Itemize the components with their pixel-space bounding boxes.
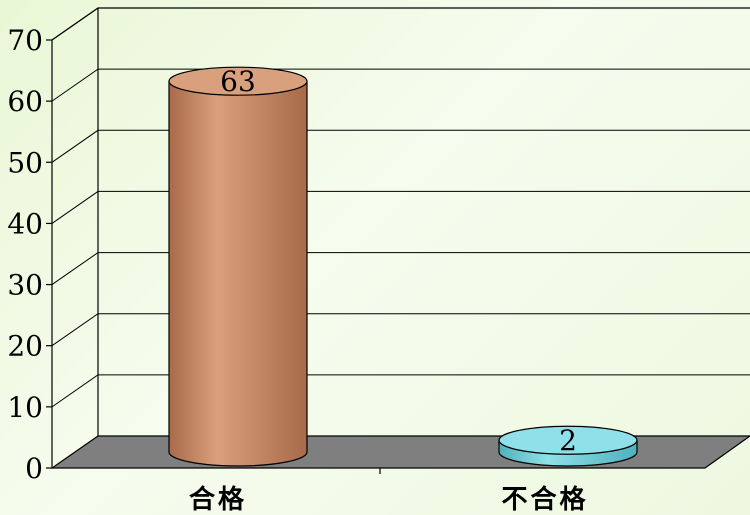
y-tick-label: 10 [7,391,43,424]
gridline [52,253,750,285]
data-label: 63 [220,65,256,98]
x-category-label: 合格 [189,484,247,515]
gridline [52,191,750,223]
y-tick-label: 70 [7,24,43,57]
bar [169,67,307,466]
bar-body [169,81,307,466]
data-label: 2 [559,424,577,457]
plot-floor [52,436,750,474]
x-category-label: 不合格 [501,484,588,515]
gridlines [52,8,750,407]
y-tick-label: 20 [7,330,43,363]
gridline [52,375,750,407]
bars [169,67,637,466]
gridline [52,69,750,101]
gridline [52,130,750,162]
gridline [52,314,750,346]
y-tick-label: 50 [7,146,43,179]
y-tick-label: 40 [7,207,43,240]
plot-walls [52,8,750,468]
y-tick-label: 30 [7,269,43,302]
y-tick-label: 0 [25,452,43,485]
floor [52,436,750,468]
wall-outline [52,8,750,468]
gridline [52,8,750,40]
y-tick-label: 60 [7,85,43,118]
y-axis: 0 10 20 30 40 50 60 70 [7,24,52,485]
